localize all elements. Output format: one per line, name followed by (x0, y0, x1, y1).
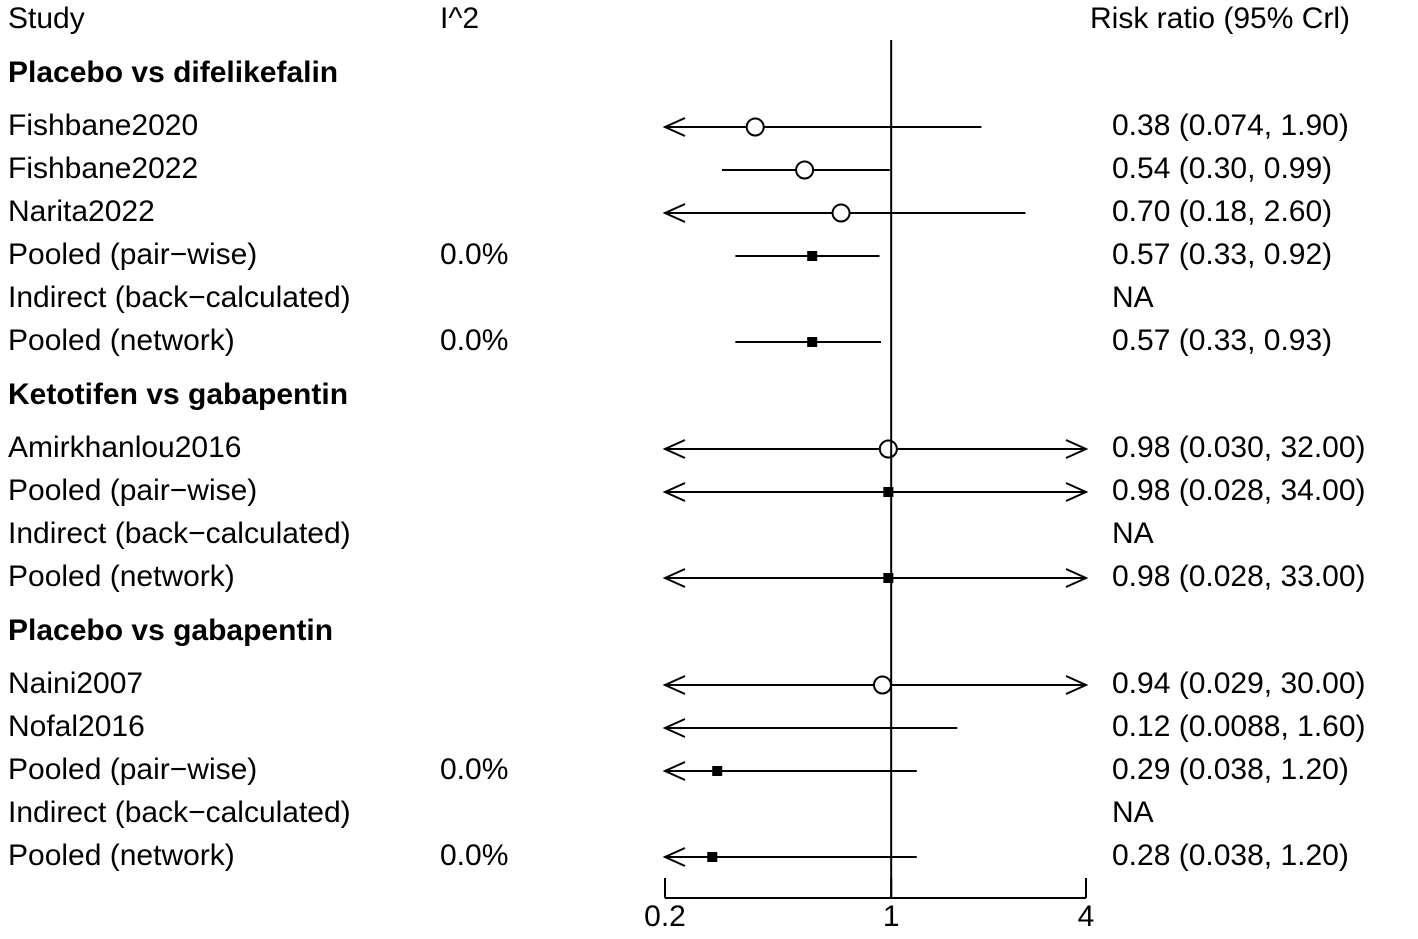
point-estimate (807, 337, 818, 347)
effect-label: 0.94 (0.029, 30.00) (1112, 667, 1366, 700)
study-label: Fishbane2022 (8, 152, 198, 185)
effect-label: 0.57 (0.33, 0.92) (1112, 238, 1332, 271)
point-estimate (831, 203, 851, 223)
study-label: Nofal2016 (8, 710, 145, 743)
ci-arrow-left (662, 718, 686, 738)
study-label: Pooled (pair−wise) (8, 753, 257, 786)
x-tick-label: 1 (883, 900, 900, 933)
study-label: Narita2022 (8, 195, 155, 228)
effect-label: NA (1112, 796, 1154, 829)
ci-arrow-right (1065, 482, 1089, 502)
group-title: Ketotifen vs gabapentin (8, 378, 348, 411)
effect-label: 0.12 (0.0088, 1.60) (1112, 710, 1366, 743)
point-estimate (712, 766, 723, 776)
point-estimate (872, 675, 892, 695)
study-label: Indirect (back−calculated) (8, 796, 351, 829)
ci-arrow-left (662, 117, 686, 137)
effect-label: 0.29 (0.038, 1.20) (1112, 753, 1349, 786)
effect-label: 0.54 (0.30, 0.99) (1112, 152, 1332, 185)
i2-label: 0.0% (440, 839, 508, 872)
ci-arrow-left (662, 847, 686, 867)
ci-arrow-left (662, 482, 686, 502)
study-label: Pooled (network) (8, 839, 235, 872)
effect-label: 0.57 (0.33, 0.93) (1112, 324, 1332, 357)
header-effect: Risk ratio (95% Crl) (1090, 2, 1350, 35)
i2-label: 0.0% (440, 324, 508, 357)
point-estimate (883, 573, 894, 583)
ci-arrow-left (662, 568, 686, 588)
effect-label: 0.38 (0.074, 1.90) (1112, 109, 1349, 142)
ci-arrow-right (1065, 568, 1089, 588)
effect-label: 0.98 (0.028, 33.00) (1112, 560, 1366, 593)
point-estimate (795, 160, 815, 180)
effect-label: 0.70 (0.18, 2.60) (1112, 195, 1332, 228)
point-estimate (745, 117, 765, 137)
effect-label: NA (1112, 281, 1154, 314)
effect-label: 0.98 (0.030, 32.00) (1112, 431, 1366, 464)
study-label: Pooled (pair−wise) (8, 238, 257, 271)
study-label: Pooled (network) (8, 324, 235, 357)
study-label: Pooled (network) (8, 560, 235, 593)
point-estimate (707, 852, 718, 862)
effect-label: 0.28 (0.038, 1.20) (1112, 839, 1349, 872)
ci-arrow-right (1065, 675, 1089, 695)
point-estimate (883, 487, 894, 497)
ci-arrow-left (662, 675, 686, 695)
header-study: Study (8, 2, 85, 35)
x-tick-label: 4 (1078, 900, 1095, 933)
i2-label: 0.0% (440, 753, 508, 786)
study-label: Fishbane2020 (8, 109, 198, 142)
study-label: Amirkhanlou2016 (8, 431, 241, 464)
point-estimate (807, 251, 818, 261)
effect-label: NA (1112, 517, 1154, 550)
study-label: Pooled (pair−wise) (8, 474, 257, 507)
point-estimate (878, 439, 898, 459)
study-label: Indirect (back−calculated) (8, 517, 351, 550)
effect-label: 0.98 (0.028, 34.00) (1112, 474, 1366, 507)
x-tick-label: 0.2 (644, 900, 686, 933)
ci-arrow-left (662, 439, 686, 459)
group-title: Placebo vs difelikefalin (8, 56, 338, 89)
ci-arrow-left (662, 203, 686, 223)
header-i2: I^2 (440, 2, 479, 35)
group-title: Placebo vs gabapentin (8, 614, 333, 647)
ci-arrow-left (662, 761, 686, 781)
i2-label: 0.0% (440, 238, 508, 271)
ci-arrow-right (1065, 439, 1089, 459)
study-label: Indirect (back−calculated) (8, 281, 351, 314)
study-label: Naini2007 (8, 667, 143, 700)
